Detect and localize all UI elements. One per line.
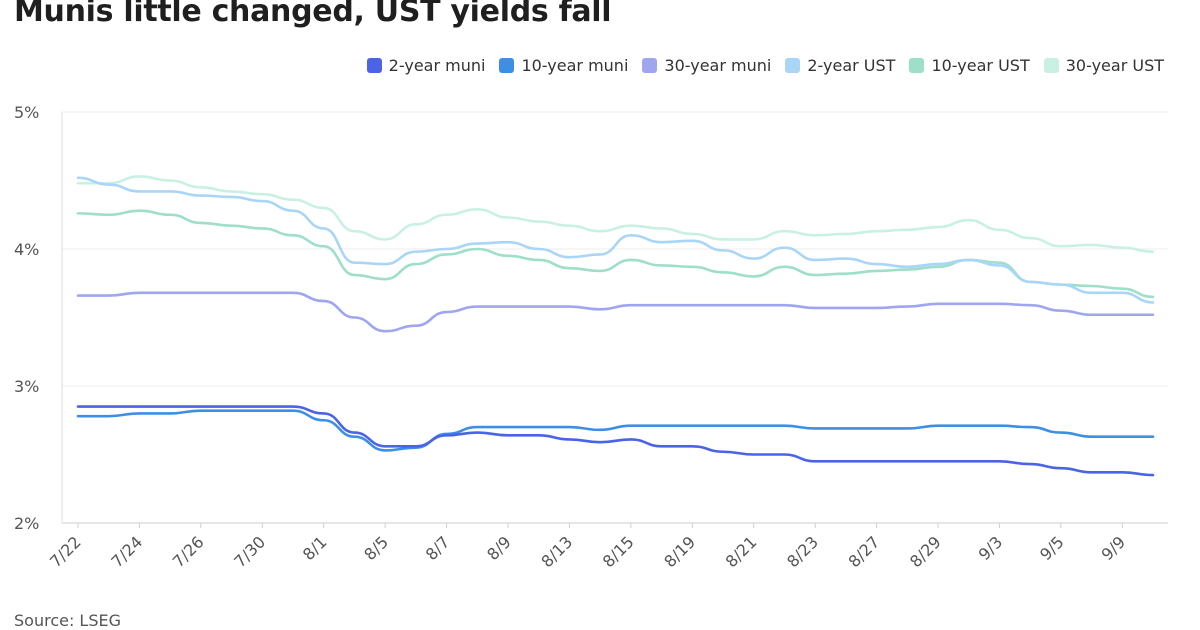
series-line-10-year-muni bbox=[76, 409, 1155, 452]
legend-item: 30-year muni bbox=[642, 56, 771, 75]
x-tick-label: 8/1 bbox=[299, 532, 331, 564]
x-tick-label: 8/15 bbox=[599, 532, 638, 571]
legend-label: 2-year muni bbox=[388, 56, 486, 75]
x-tick-label: 8/13 bbox=[537, 532, 576, 571]
legend-item: 30-year UST bbox=[1043, 56, 1164, 75]
legend-swatch bbox=[366, 58, 382, 73]
x-tick-label: 8/27 bbox=[845, 532, 884, 571]
chart-legend: 2-year muni 10-year muni 30-year muni 2-yea… bbox=[366, 56, 1164, 75]
legend-swatch bbox=[1043, 58, 1059, 73]
legend-swatch bbox=[785, 58, 801, 73]
x-tick-label: 8/19 bbox=[660, 532, 699, 571]
x-tick-label: 8/23 bbox=[783, 532, 822, 571]
source-note: Source: LSEG bbox=[14, 611, 122, 630]
legend-label: 10-year UST bbox=[931, 56, 1030, 75]
legend-label: 2-year UST bbox=[807, 56, 896, 75]
series-line-10-year-ust bbox=[76, 209, 1155, 299]
x-tick-label: 9/9 bbox=[1097, 532, 1129, 564]
series-line-30-year-ust bbox=[76, 175, 1155, 254]
legend-item: 2-year muni bbox=[366, 56, 486, 75]
x-tick-label: 7/30 bbox=[230, 532, 269, 571]
x-tick-label: 7/24 bbox=[107, 532, 146, 571]
legend-swatch bbox=[909, 58, 925, 73]
x-tick-label: 8/5 bbox=[360, 532, 392, 564]
series-line-30-year-muni bbox=[76, 291, 1155, 333]
x-tick-label: 8/29 bbox=[906, 532, 945, 571]
x-tick-label: 8/7 bbox=[422, 532, 454, 564]
legend-item: 10-year UST bbox=[909, 56, 1030, 75]
legend-label: 30-year muni bbox=[664, 56, 772, 75]
y-tick-label: 5% bbox=[14, 103, 39, 122]
series-line-2-year-muni bbox=[76, 405, 1155, 477]
x-tick-label: 9/3 bbox=[975, 532, 1007, 564]
x-tick-label: 8/9 bbox=[483, 532, 515, 564]
chart-title: Munis little changed, UST yields fall bbox=[14, 0, 612, 29]
x-tick-label: 9/5 bbox=[1036, 532, 1068, 564]
y-tick-label: 4% bbox=[14, 240, 39, 259]
legend-label: 10-year muni bbox=[521, 56, 629, 75]
legend-item: 10-year muni bbox=[499, 56, 628, 75]
legend-swatch bbox=[499, 58, 515, 73]
x-tick-label: 7/26 bbox=[169, 532, 208, 571]
series-line-2-year-ust bbox=[76, 176, 1155, 304]
legend-item: 2-year UST bbox=[785, 56, 895, 75]
y-tick-label: 3% bbox=[14, 377, 39, 396]
legend-label: 30-year UST bbox=[1065, 56, 1164, 75]
y-tick-label: 2% bbox=[14, 514, 39, 533]
legend-swatch bbox=[642, 58, 658, 73]
x-tick-label: 8/21 bbox=[722, 532, 761, 571]
x-tick-label: 7/22 bbox=[46, 532, 85, 571]
